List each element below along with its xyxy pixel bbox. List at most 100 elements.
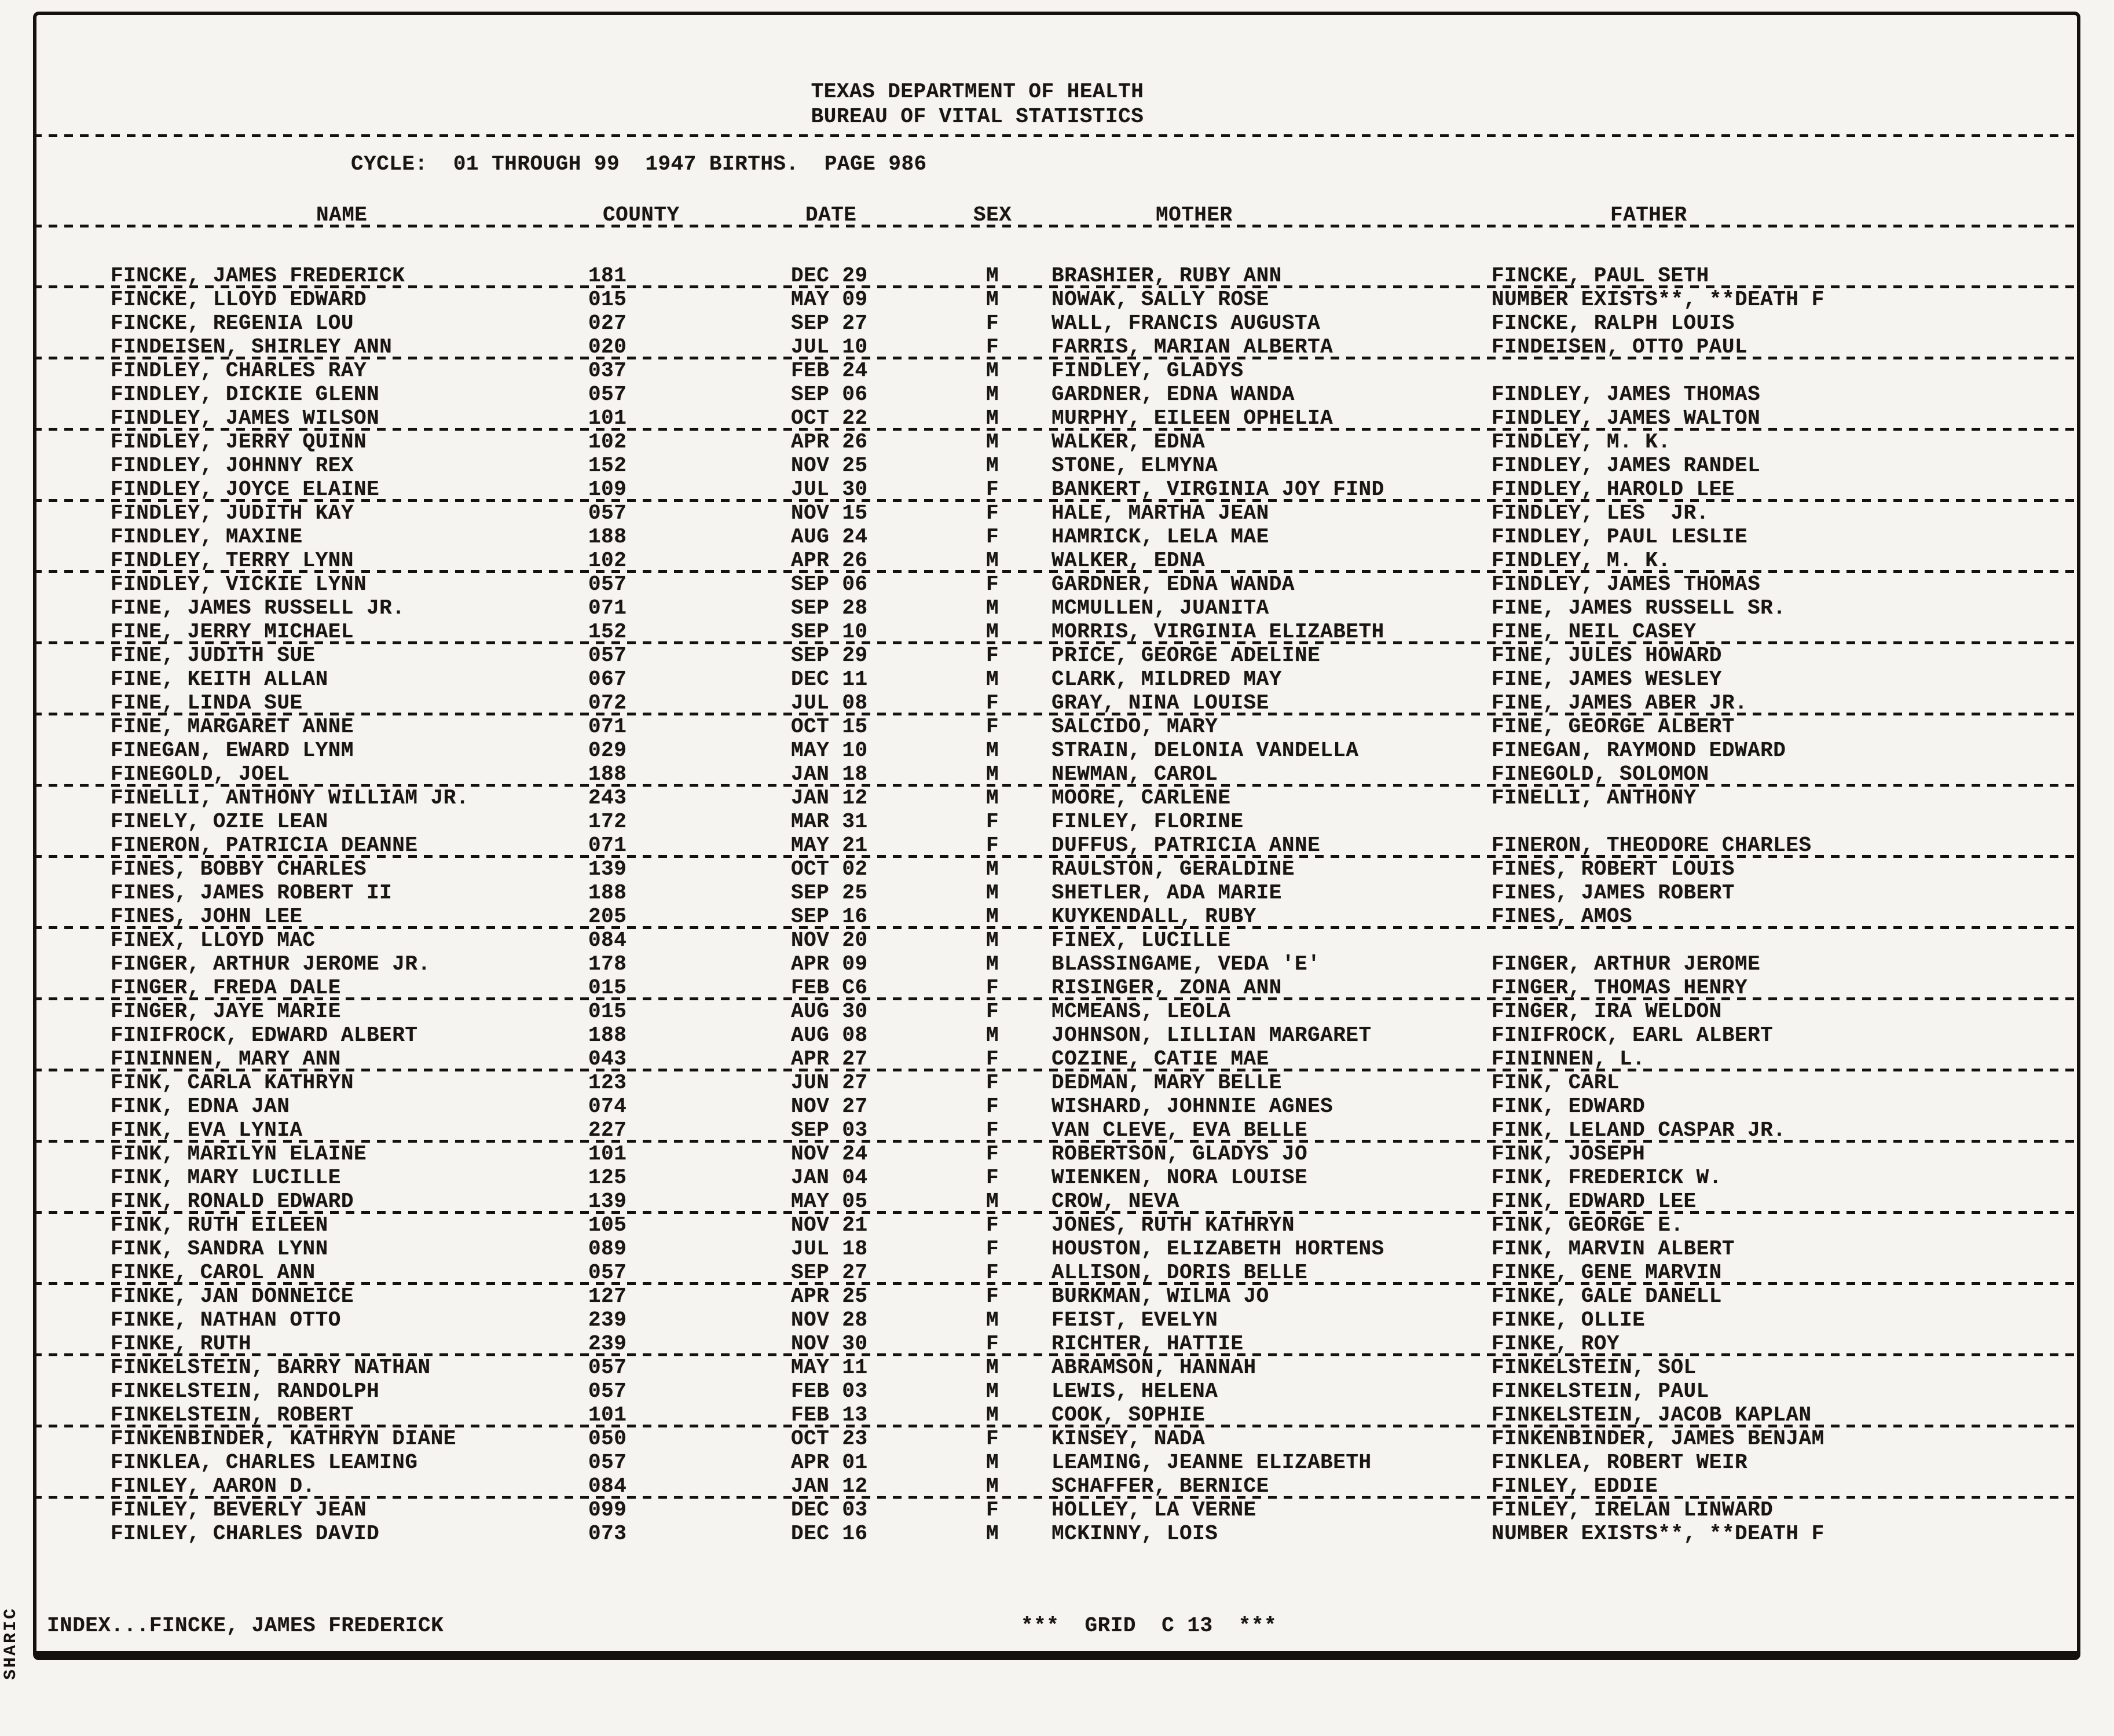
mother-cell: WALL, FRANCIS AUGUSTA (1051, 311, 1321, 335)
county-cell: 102 (588, 430, 627, 454)
sex-cell: M (986, 905, 999, 928)
table-row: FINDLEY, TERRY LYNN 102 APR 26 M WALKER, EDN… (33, 549, 2080, 573)
mother-cell: HALE, MARTHA JEAN (1051, 501, 1269, 525)
name-cell: FINK, MARILYN ELAINE (111, 1142, 367, 1166)
date-cell: OCT 23 (791, 1427, 868, 1451)
date-cell: JAN 12 (791, 786, 868, 810)
sex-cell: F (986, 976, 999, 1000)
date-cell: NOV 28 (791, 1308, 868, 1332)
table-row: FINE, JERRY MICHAEL 152 SEP 10 M MORRIS, VIR… (33, 620, 2080, 644)
county-cell: 227 (588, 1118, 627, 1142)
table-row: FINDLEY, JOYCE ELAINE 109 JUL 30 F BANKERT, … (33, 478, 2080, 502)
date-cell: MAR 31 (791, 810, 868, 834)
date-cell: NOV 24 (791, 1142, 868, 1166)
father-cell: FINKELSTEIN, SOL (1492, 1356, 1697, 1379)
table-row: FINK, RUTH EILEEN 105 NOV 21 F JONES, RUTH K… (36, 1213, 2077, 1237)
sex-cell: F (986, 1237, 999, 1261)
mother-cell: FINDLEY, GLADYS (1051, 359, 1244, 383)
mother-cell: COOK, SOPHIE (1051, 1403, 1206, 1427)
sex-cell: F (986, 810, 999, 834)
name-cell: FINKE, RUTH (111, 1332, 252, 1356)
name-cell: FINKE, CAROL ANN (111, 1261, 316, 1284)
name-cell: FINES, JAMES ROBERT II (111, 881, 393, 905)
sex-cell: F (986, 834, 999, 857)
table-row: FINK, EVA LYNIA 227 SEP 03 F VAN CLEVE, EVA … (33, 1118, 2080, 1143)
sex-cell: M (986, 264, 999, 288)
name-cell: FINKELSTEIN, BARRY NATHAN (111, 1356, 431, 1379)
county-cell: 057 (588, 1451, 627, 1474)
sex-cell: F (986, 1261, 999, 1284)
table-row: FINKELSTEIN, ROBERT 101 FEB 13 M COOK, SOPHI… (33, 1403, 2080, 1427)
table-row: FINEX, LLOYD MAC 084 NOV 20 M FINEX, LUCILLE (36, 928, 2077, 952)
date-cell: JAN 12 (791, 1474, 868, 1498)
father-cell: FINDEISEN, OTTO PAUL (1492, 335, 1748, 359)
name-cell: FINCKE, REGENIA LOU (111, 311, 354, 335)
father-cell: FINLEY, IRELAN LINWARD (1492, 1498, 1774, 1522)
mother-cell: STRAIN, DELONIA VANDELLA (1051, 739, 1359, 762)
date-cell: DEC 16 (791, 1522, 868, 1546)
name-cell: FINDLEY, JERRY QUINN (111, 430, 367, 454)
date-cell: APR 09 (791, 952, 868, 976)
county-cell: 074 (588, 1095, 627, 1118)
table-row: FINE, KEITH ALLAN 067 DEC 11 M CLARK, MILDRE… (36, 667, 2077, 691)
mother-cell: WISHARD, JOHNNIE AGNES (1051, 1095, 1333, 1118)
name-cell: FINDLEY, CHARLES RAY (111, 359, 367, 383)
mother-cell: FEIST, EVELYN (1051, 1308, 1218, 1332)
father-cell: FINDLEY, PAUL LESLIE (1492, 525, 1748, 549)
name-cell: FINLEY, CHARLES DAVID (111, 1522, 380, 1546)
mother-cell: CROW, NEVA (1051, 1190, 1180, 1213)
table-row: FINELY, OZIE LEAN 172 MAR 31 F FINLEY, FLORI… (36, 810, 2077, 834)
county-cell: 152 (588, 620, 627, 644)
county-cell: 102 (588, 549, 627, 572)
page-frame: TEXAS DEPARTMENT OF HEALTH BUREAU OF VIT… (33, 12, 2080, 1660)
name-cell: FININNEN, MARY ANN (111, 1047, 341, 1071)
sex-cell: M (986, 406, 999, 430)
mother-cell: HOLLEY, LA VERNE (1051, 1498, 1256, 1522)
table-row: FINDLEY, JOHNNY REX 152 NOV 25 M STONE, ELMY… (36, 454, 2077, 478)
sex-cell: M (986, 1474, 999, 1498)
mother-cell: RICHTER, HATTIE (1051, 1332, 1244, 1356)
date-cell: AUG 24 (791, 525, 868, 549)
father-cell: FINE, JULES HOWARD (1492, 644, 1722, 667)
table-row: FINDEISEN, SHIRLEY ANN 020 JUL 10 F FARRIS, … (33, 335, 2080, 359)
table-row: FINKE, NATHAN OTTO 239 NOV 28 M FEIST, EVELY… (36, 1308, 2077, 1332)
header-rule (33, 134, 2080, 137)
mother-cell: COZINE, CATIE MAE (1051, 1047, 1269, 1071)
father-cell: FINK, MARVIN ALBERT (1492, 1237, 1735, 1261)
name-cell: FINK, EVA LYNIA (111, 1118, 303, 1142)
county-cell: 072 (588, 691, 627, 715)
name-cell: FINE, KEITH ALLAN (111, 667, 328, 691)
date-cell: JAN 18 (791, 762, 868, 786)
father-cell: FINIFROCK, EARL ALBERT (1492, 1023, 1774, 1047)
date-cell: APR 01 (791, 1451, 868, 1474)
mother-cell: RAULSTON, GERALDINE (1051, 857, 1295, 881)
sex-cell: F (986, 335, 999, 359)
sex-cell: F (986, 1427, 999, 1451)
mother-cell: MCMULLEN, JUANITA (1051, 596, 1269, 620)
date-cell: DEC 03 (791, 1498, 868, 1522)
footer-index: INDEX...FINCKE, JAMES FREDERICK (47, 1614, 444, 1638)
county-cell: 057 (588, 572, 627, 596)
date-cell: NOV 20 (791, 928, 868, 952)
table-row: FINCKE, REGENIA LOU 027 SEP 27 F WALL, FRANC… (36, 311, 2077, 335)
county-cell: 181 (588, 264, 627, 288)
table-row: FINE, JAMES RUSSELL JR. 071 SEP 28 M MCMULLE… (36, 596, 2077, 620)
sex-cell: F (986, 478, 999, 501)
father-cell: FINKELSTEIN, JACOB KAPLAN (1492, 1403, 1812, 1427)
name-cell: FINE, JUDITH SUE (111, 644, 316, 667)
date-cell: FEB C6 (791, 976, 868, 1000)
date-cell: SEP 28 (791, 596, 868, 620)
father-cell: FINDLEY, JAMES WALTON (1492, 406, 1761, 430)
mother-cell: FARRIS, MARIAN ALBERTA (1051, 335, 1333, 359)
name-cell: FINKE, JAN DONNEICE (111, 1284, 354, 1308)
county-cell: 057 (588, 1356, 627, 1379)
table-row: FINKE, CAROL ANN 057 SEP 27 F ALLISON, DORIS… (33, 1261, 2080, 1285)
father-cell: FINK, LELAND CASPAR JR. (1492, 1118, 1786, 1142)
mother-cell: JONES, RUTH KATHRYN (1051, 1213, 1295, 1237)
mother-cell: MCMEANS, LEOLA (1051, 1000, 1231, 1023)
sex-cell: M (986, 1403, 999, 1427)
sex-cell: M (986, 952, 999, 976)
county-cell: 073 (588, 1522, 627, 1546)
date-cell: FEB 24 (791, 359, 868, 383)
sex-cell: M (986, 1356, 999, 1379)
